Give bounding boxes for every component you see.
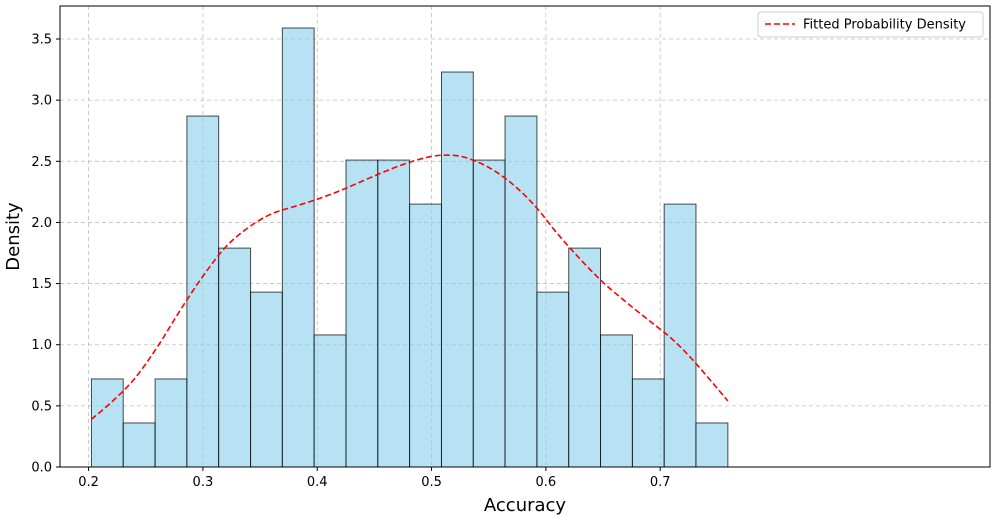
histogram-bars <box>90 27 729 468</box>
density-curve-group <box>90 154 729 420</box>
legend-label-fitted-density: Fitted Probability Density <box>803 18 966 33</box>
y-tick-label-0: 0.0 <box>31 461 52 476</box>
histogram-bar-6 <box>281 27 315 468</box>
x-tick-label-1: 0.3 <box>193 475 214 490</box>
x-tick-label-2: 0.4 <box>307 475 328 490</box>
histogram-bar-8 <box>345 159 379 468</box>
histogram-bar-16 <box>600 334 633 468</box>
y-tick-label-3: 1.5 <box>31 277 52 292</box>
y-axis-label: Density <box>3 202 24 271</box>
histogram-bar-0 <box>90 378 124 468</box>
y-tick-label-1: 0.5 <box>31 399 52 414</box>
histogram-bar-4 <box>218 247 252 468</box>
x-tick-label-0: 0.2 <box>78 475 99 490</box>
histogram-bar-9 <box>377 159 411 468</box>
histogram-bar-15 <box>568 247 602 468</box>
histogram-bar-11 <box>440 71 474 468</box>
histogram-bar-7 <box>313 334 347 468</box>
histogram-bar-14 <box>536 291 570 468</box>
y-tick-label-6: 3.0 <box>31 94 52 109</box>
x-axis-label: Accuracy <box>484 495 567 516</box>
density-curve-line <box>90 154 729 420</box>
legend-box <box>757 11 984 38</box>
x-tick-label-4: 0.6 <box>536 475 557 490</box>
x-tick-label-3: 0.5 <box>421 475 442 490</box>
y-tick-label-5: 2.5 <box>31 155 52 170</box>
histogram-bar-5 <box>250 291 283 468</box>
y-tick-label-7: 3.5 <box>31 33 52 48</box>
y-axis-ticks: 0.0 0.5 1.0 1.5 2.0 2.5 3.0 3.5 <box>31 33 60 476</box>
histogram-bar-10 <box>409 203 442 468</box>
histogram-bar-2 <box>154 378 188 468</box>
histogram-bar-19 <box>695 422 729 468</box>
plot-area-frame <box>59 5 991 468</box>
legend: Fitted Probability Density <box>757 11 984 38</box>
y-tick-label-4: 2.0 <box>31 216 52 231</box>
y-tick-label-2: 1.0 <box>31 338 52 353</box>
histogram-bar-18 <box>663 203 697 468</box>
x-axis-ticks: 0.2 0.3 0.4 0.5 0.6 0.7 <box>78 467 671 490</box>
histogram-bar-1 <box>122 422 156 468</box>
x-tick-label-5: 0.7 <box>650 475 671 490</box>
histogram-bar-13 <box>504 115 538 468</box>
histogram-bar-17 <box>631 378 665 468</box>
histogram-bar-12 <box>472 159 506 468</box>
